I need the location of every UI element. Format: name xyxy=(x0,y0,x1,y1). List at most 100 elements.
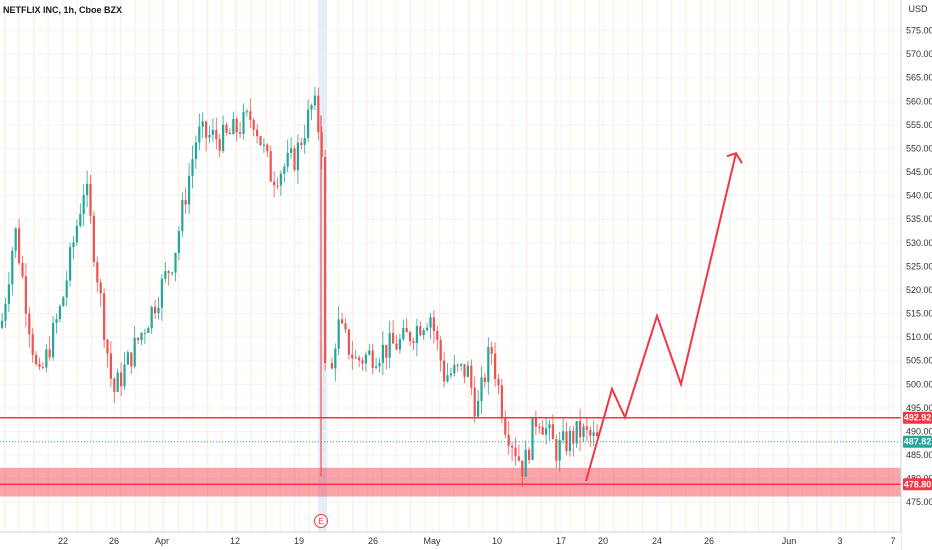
candle-body xyxy=(11,250,14,285)
time-tick-label: 12 xyxy=(230,536,240,546)
time-tick-label: 26 xyxy=(109,536,119,546)
price-tick-label: 550.00 xyxy=(906,143,932,153)
candle-body xyxy=(276,185,279,187)
candle-body xyxy=(160,278,163,308)
candle-body xyxy=(307,109,310,138)
time-axis[interactable]: 22 26 Apr 12 19 26 May 10 17 20 24 26 Jun 3 7 xyxy=(58,536,896,546)
candle-body xyxy=(511,445,514,448)
candle-body xyxy=(551,424,554,440)
candle-body xyxy=(453,364,456,374)
price-tick-label: 545.00 xyxy=(906,167,932,177)
price-badge-label: 478.80 xyxy=(904,479,932,489)
price-tick-label: 500.00 xyxy=(906,379,932,389)
candle-body xyxy=(368,350,371,355)
candle-body xyxy=(194,142,197,160)
candle-body xyxy=(565,431,568,452)
candle-body xyxy=(262,144,265,146)
candle-body xyxy=(456,364,459,366)
candle-body xyxy=(494,353,497,379)
price-tick-label: 540.00 xyxy=(906,191,932,201)
candle-body xyxy=(572,430,575,444)
candle-body xyxy=(24,276,27,314)
candle-body xyxy=(541,427,544,435)
time-tick-label: 17 xyxy=(556,536,566,546)
support-zone xyxy=(0,467,901,497)
candle-body xyxy=(14,228,17,251)
candle-body xyxy=(419,326,422,336)
candle-body xyxy=(371,350,374,368)
candle-body xyxy=(443,360,446,382)
candle-body xyxy=(439,339,442,361)
candle-body xyxy=(65,280,68,298)
candle-body xyxy=(211,129,214,135)
candle-body xyxy=(575,420,578,444)
candle-body xyxy=(208,134,211,138)
candle-body xyxy=(245,111,248,113)
candle-body xyxy=(72,242,75,248)
candle-body xyxy=(490,347,493,354)
candle-body xyxy=(113,378,116,392)
candle-body xyxy=(517,456,520,461)
candle-body xyxy=(259,136,262,146)
candle-body xyxy=(157,307,160,314)
earnings-marker-label: E xyxy=(318,517,323,526)
price-badge xyxy=(903,478,932,491)
candle-body xyxy=(507,434,510,446)
earnings-marker[interactable]: E xyxy=(314,514,328,528)
candle-body xyxy=(330,363,333,369)
candle-body xyxy=(460,364,463,366)
price-tick-label: 490.00 xyxy=(906,426,932,436)
candle-body xyxy=(477,400,480,417)
candle-body xyxy=(249,111,252,121)
candle-body xyxy=(538,426,541,428)
price-axis-background xyxy=(901,0,932,550)
currency-label: USD xyxy=(908,4,928,14)
candle-body xyxy=(235,119,238,133)
candle-body xyxy=(191,159,194,176)
candle-body xyxy=(283,166,286,174)
time-tick-label: Apr xyxy=(155,536,169,546)
candle-body xyxy=(1,320,4,328)
candle-body xyxy=(242,111,245,134)
candle-body xyxy=(344,323,347,330)
candle-body xyxy=(99,282,102,294)
candle-body xyxy=(310,105,313,110)
price-tick-label: 570.00 xyxy=(906,49,932,59)
candle-body xyxy=(483,377,486,383)
candle-body xyxy=(579,420,582,438)
time-tick-label: 26 xyxy=(704,536,714,546)
candle-body xyxy=(123,364,126,387)
candle-body xyxy=(388,332,391,358)
candle-body xyxy=(167,271,170,274)
candle-body xyxy=(470,365,473,388)
candle-body xyxy=(392,332,395,344)
candle-body xyxy=(279,173,282,186)
candle-body xyxy=(347,329,350,355)
candle-body xyxy=(303,137,306,145)
candle-body xyxy=(534,418,537,427)
candle-body xyxy=(412,341,415,343)
candle-body xyxy=(446,375,449,382)
candle-body xyxy=(514,447,517,457)
candle-body xyxy=(351,354,354,359)
candle-body xyxy=(256,129,259,137)
gridlines xyxy=(0,0,901,532)
price-badge xyxy=(903,435,932,448)
candle-body xyxy=(324,157,327,364)
symbol-title: NETFLIX INC, 1h, Cboe BZX xyxy=(3,5,122,15)
candle-body xyxy=(381,344,384,363)
price-tick-label: 520.00 xyxy=(906,285,932,295)
candle-body xyxy=(18,228,21,263)
candle-body xyxy=(317,95,320,133)
candle-body xyxy=(334,348,337,369)
price-tick-label: 510.00 xyxy=(906,332,932,342)
candle-body xyxy=(239,132,242,134)
candle-body xyxy=(252,120,255,130)
candle-body xyxy=(218,139,221,151)
candle-body xyxy=(405,328,408,333)
price-axis[interactable]: 475.00480.00485.00490.00495.00500.00505.… xyxy=(906,26,932,508)
candle-body xyxy=(222,124,225,151)
candle-body xyxy=(290,148,293,153)
candle-body xyxy=(582,426,585,438)
